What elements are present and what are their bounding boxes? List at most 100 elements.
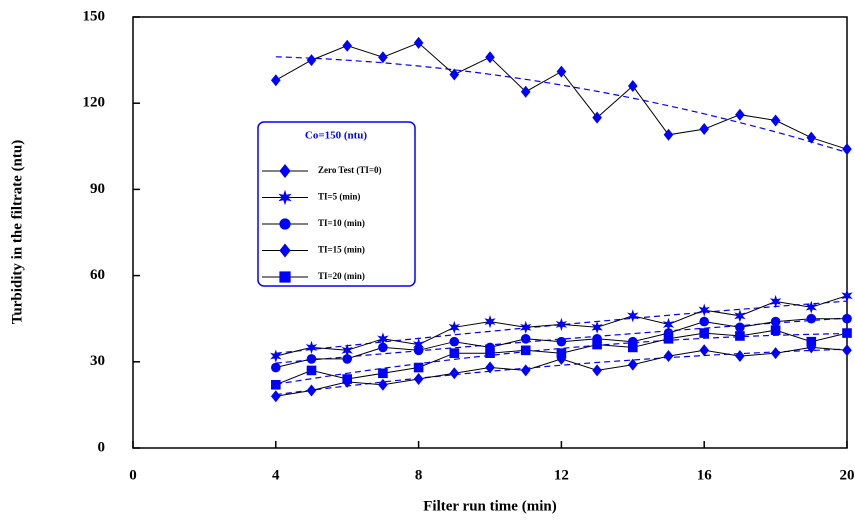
marker <box>342 39 352 52</box>
marker <box>378 378 388 391</box>
marker <box>449 68 460 81</box>
marker <box>592 111 602 124</box>
y-tick-label: 150 <box>83 8 106 24</box>
marker <box>271 390 281 403</box>
marker <box>449 367 460 380</box>
marker <box>485 361 495 374</box>
marker <box>271 362 281 373</box>
legend-marker <box>279 218 291 230</box>
marker <box>770 114 781 127</box>
marker <box>841 289 853 303</box>
x-tick-label: 20 <box>840 467 855 483</box>
legend-title: Co=150 (ntu) <box>305 130 368 142</box>
marker <box>556 348 567 358</box>
marker <box>448 320 460 334</box>
marker <box>270 349 282 363</box>
marker <box>735 322 745 333</box>
marker <box>591 320 603 334</box>
marker <box>377 332 389 346</box>
marker <box>770 325 781 335</box>
y-tick-label: 120 <box>83 95 106 111</box>
y-tick-label: 30 <box>90 353 105 369</box>
x-tick-label: 12 <box>554 467 569 483</box>
marker <box>484 315 496 329</box>
marker <box>735 108 745 121</box>
marker <box>770 347 781 360</box>
marker <box>378 368 388 379</box>
marker <box>627 309 639 323</box>
marker <box>628 342 638 353</box>
legend-marker <box>278 189 292 206</box>
trend-line <box>275 300 848 354</box>
marker <box>555 317 568 331</box>
legend-marker <box>279 164 291 178</box>
marker <box>342 354 353 364</box>
trend-line <box>275 348 848 396</box>
y-axis-title: Turbidity in the filtrate (ntu) <box>9 140 25 324</box>
x-tick-label: 0 <box>129 467 137 483</box>
trend-line <box>275 56 848 154</box>
legend-box <box>257 121 416 287</box>
legend-label: TI=15 (min) <box>318 245 365 255</box>
marker <box>663 350 674 363</box>
marker <box>306 384 317 397</box>
marker <box>556 65 567 78</box>
marker <box>485 348 495 358</box>
marker <box>842 313 852 324</box>
legend-marker <box>279 271 291 283</box>
plot-frame <box>132 16 848 449</box>
marker <box>449 336 460 347</box>
marker <box>592 364 602 377</box>
legend-label: TI=10 (min) <box>318 218 365 228</box>
y-tick-label: 0 <box>98 439 106 455</box>
marker <box>628 358 638 371</box>
x-tick-label: 4 <box>272 467 280 483</box>
marker <box>520 345 531 356</box>
marker <box>413 373 424 386</box>
marker <box>412 338 425 352</box>
legend-label: TI=20 (min) <box>318 271 365 281</box>
marker <box>306 54 317 67</box>
marker <box>805 300 817 314</box>
x-axis-title: Filter run time (min) <box>423 498 556 514</box>
marker <box>699 316 709 327</box>
marker <box>770 316 781 327</box>
marker <box>413 345 424 356</box>
marker <box>628 79 638 92</box>
marker <box>556 336 567 347</box>
trend-line <box>275 317 848 364</box>
legend-label: TI=5 (min) <box>318 192 360 202</box>
x-tick-label: 8 <box>415 467 423 483</box>
marker <box>735 331 745 341</box>
marker <box>699 344 709 357</box>
marker <box>698 303 710 317</box>
legend-marker <box>279 243 291 258</box>
marker <box>306 365 317 376</box>
marker <box>271 74 281 87</box>
marker <box>592 339 602 350</box>
marker <box>449 348 460 358</box>
marker <box>341 343 353 357</box>
marker <box>520 334 531 344</box>
marker <box>699 328 709 338</box>
marker <box>520 85 531 98</box>
y-tick-label: 90 <box>90 181 105 197</box>
marker <box>520 364 531 377</box>
marker <box>305 340 318 354</box>
marker <box>271 379 281 390</box>
marker <box>663 128 674 141</box>
marker <box>842 344 852 357</box>
marker <box>735 350 745 363</box>
marker <box>699 123 709 136</box>
marker <box>342 374 352 384</box>
legend-label: Zero Test (TI=0) <box>318 165 381 175</box>
marker <box>485 51 495 64</box>
marker <box>663 334 674 344</box>
marker <box>413 362 424 373</box>
marker <box>842 328 852 338</box>
x-tick-label: 16 <box>697 467 713 483</box>
marker <box>413 36 424 49</box>
marker <box>662 317 675 331</box>
marker <box>734 309 746 323</box>
